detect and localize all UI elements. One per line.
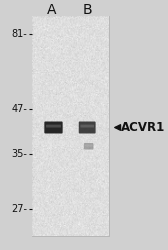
Text: 35-: 35- (11, 149, 27, 159)
Text: A: A (47, 4, 56, 18)
FancyBboxPatch shape (46, 124, 61, 128)
FancyBboxPatch shape (84, 143, 93, 150)
FancyBboxPatch shape (80, 124, 94, 128)
Text: B: B (83, 4, 93, 18)
Text: 81-: 81- (11, 29, 27, 39)
Text: 47-: 47- (11, 104, 27, 114)
FancyBboxPatch shape (32, 16, 109, 236)
Text: ACVR1: ACVR1 (121, 121, 165, 134)
FancyBboxPatch shape (44, 122, 63, 134)
Text: 27-: 27- (11, 204, 27, 214)
FancyBboxPatch shape (85, 145, 92, 146)
FancyBboxPatch shape (79, 122, 96, 134)
